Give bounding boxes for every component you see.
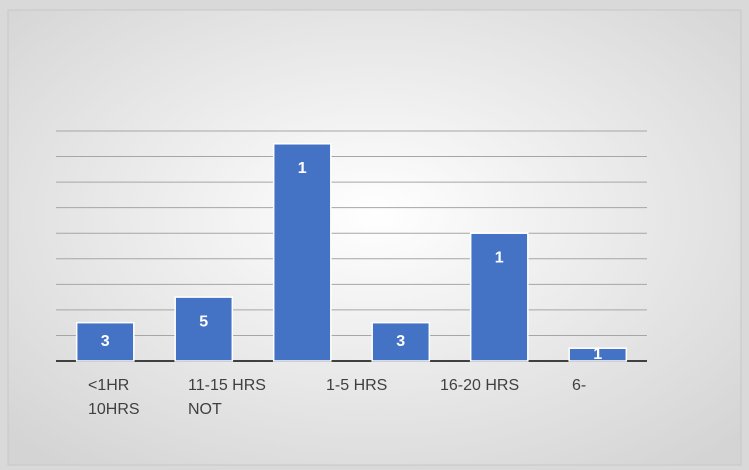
data-label: 1 — [298, 160, 307, 177]
x-label: NOT — [188, 401, 222, 418]
bar — [75, 321, 135, 362]
data-label: 3 — [101, 333, 110, 350]
data-label: 1 — [593, 346, 602, 363]
x-label: 10HRS — [88, 401, 140, 418]
x-label: <1HR — [88, 377, 129, 394]
bar — [469, 232, 529, 362]
bar — [174, 296, 234, 362]
data-label: 5 — [199, 313, 208, 330]
data-label: 3 — [396, 333, 405, 350]
x-label: 16-20 HRS — [440, 377, 519, 394]
x-label: 1-5 HRS — [326, 377, 387, 394]
data-label: 1 — [495, 249, 504, 266]
bar — [371, 321, 431, 362]
x-label: 6- — [572, 377, 586, 394]
bar — [568, 347, 628, 362]
chart-area — [7, 9, 742, 466]
bar — [272, 143, 332, 362]
x-label: 11-15 HRS — [188, 377, 266, 394]
